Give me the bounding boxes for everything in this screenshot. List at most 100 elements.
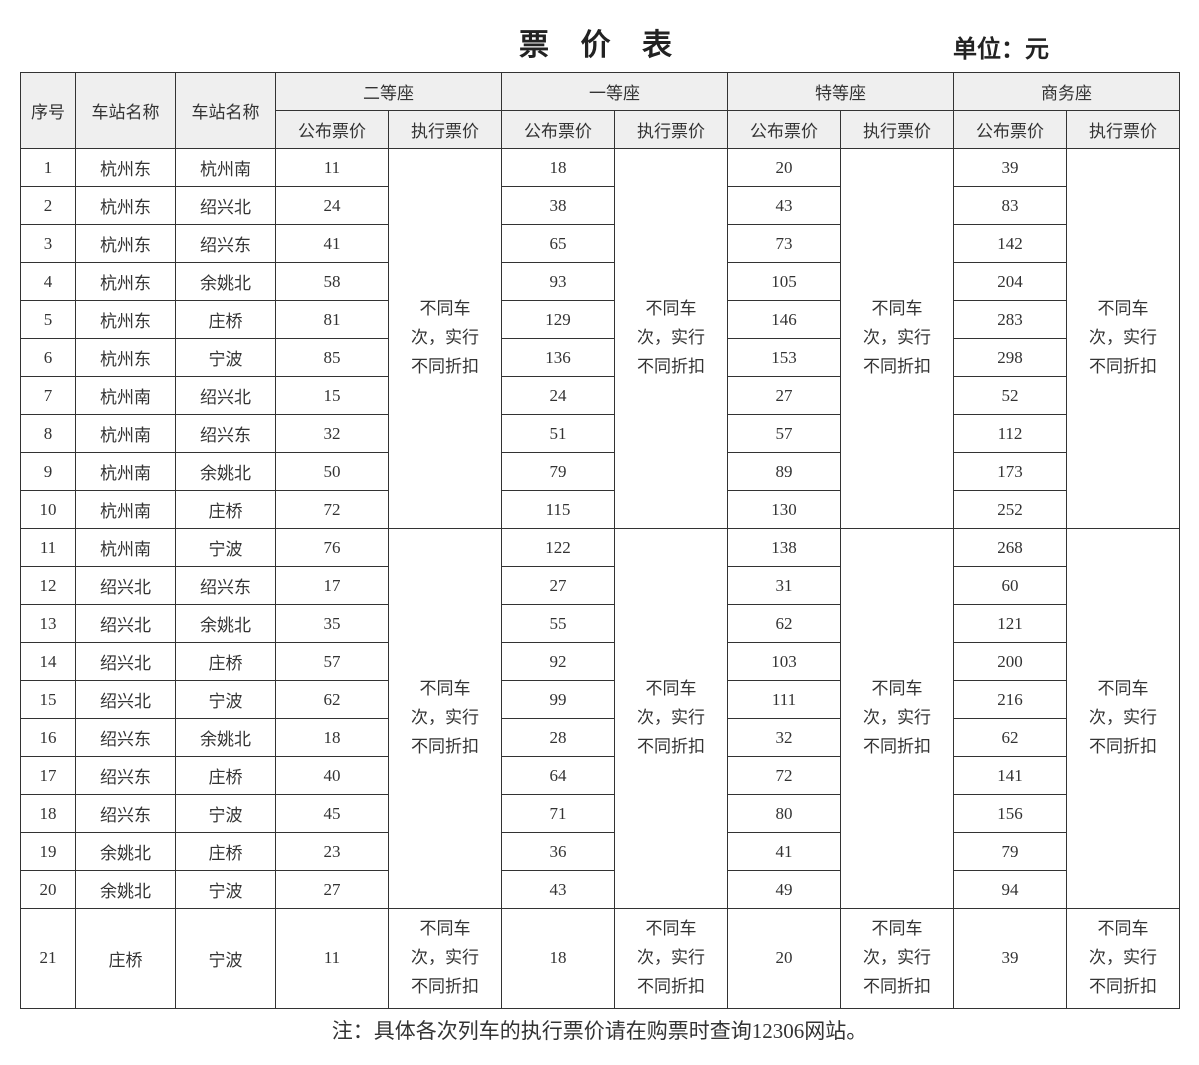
table-cell: 余姚北	[176, 263, 276, 301]
table-cell: 15	[21, 681, 76, 719]
table-cell: 99	[502, 681, 615, 719]
table-cell: 20	[21, 871, 76, 909]
table-cell: 93	[502, 263, 615, 301]
table-cell: 杭州东	[76, 149, 176, 187]
unit-label: 单位：元	[953, 29, 1179, 64]
col-eff: 执行票价	[841, 111, 954, 149]
table-cell: 141	[954, 757, 1067, 795]
table-row: 17绍兴东庄桥406472141	[21, 757, 1180, 795]
table-cell: 121	[954, 605, 1067, 643]
col-from: 车站名称	[76, 73, 176, 149]
table-cell: 绍兴北	[76, 643, 176, 681]
table-cell: 103	[728, 643, 841, 681]
table-row: 21庄桥宁波11不同车次，实行不同折扣18不同车次，实行不同折扣20不同车次，实…	[21, 909, 1180, 1009]
table-row: 10杭州南庄桥72115130252	[21, 491, 1180, 529]
fare-table: 序号 车站名称 车站名称 二等座 一等座 特等座 商务座 公布票价 执行票价 公…	[20, 72, 1180, 1009]
table-cell: 283	[954, 301, 1067, 339]
table-cell: 6	[21, 339, 76, 377]
table-cell: 4	[21, 263, 76, 301]
table-cell: 41	[728, 833, 841, 871]
table-cell: 85	[276, 339, 389, 377]
table-cell: 庄桥	[76, 909, 176, 1009]
table-cell: 宁波	[176, 795, 276, 833]
table-cell: 60	[954, 567, 1067, 605]
table-cell: 9	[21, 453, 76, 491]
table-cell: 2	[21, 187, 76, 225]
table-cell: 宁波	[176, 909, 276, 1009]
merged-discount-note: 不同车次，实行不同折扣	[1067, 149, 1180, 529]
table-cell: 27	[502, 567, 615, 605]
table-cell: 80	[728, 795, 841, 833]
table-cell: 79	[954, 833, 1067, 871]
table-cell: 35	[276, 605, 389, 643]
col-seq: 序号	[21, 73, 76, 149]
merged-discount-note: 不同车次，实行不同折扣	[841, 529, 954, 909]
table-cell: 72	[728, 757, 841, 795]
table-cell: 27	[728, 377, 841, 415]
table-cell: 绍兴北	[76, 567, 176, 605]
table-cell: 宁波	[176, 681, 276, 719]
table-row: 5杭州东庄桥81129146283	[21, 301, 1180, 339]
table-cell: 200	[954, 643, 1067, 681]
table-cell: 40	[276, 757, 389, 795]
table-cell: 57	[276, 643, 389, 681]
table-cell: 138	[728, 529, 841, 567]
table-cell: 杭州南	[176, 149, 276, 187]
fare-table-container: 票 价 表 单位：元 序号 车站名称 车站名称 二等座 一等座 特等座 商务座 …	[20, 20, 1179, 1045]
table-cell: 18	[502, 909, 615, 1009]
merged-discount-note: 不同车次，实行不同折扣	[841, 909, 954, 1009]
table-cell: 19	[21, 833, 76, 871]
table-cell: 49	[728, 871, 841, 909]
table-head: 序号 车站名称 车站名称 二等座 一等座 特等座 商务座 公布票价 执行票价 公…	[21, 73, 1180, 149]
table-cell: 宁波	[176, 871, 276, 909]
table-cell: 31	[728, 567, 841, 605]
table-cell: 绍兴北	[176, 377, 276, 415]
table-cell: 杭州南	[76, 453, 176, 491]
table-cell: 17	[276, 567, 389, 605]
table-cell: 39	[954, 909, 1067, 1009]
table-cell: 72	[276, 491, 389, 529]
table-row: 3杭州东绍兴东416573142	[21, 225, 1180, 263]
table-cell: 43	[502, 871, 615, 909]
table-cell: 5	[21, 301, 76, 339]
col-pub: 公布票价	[954, 111, 1067, 149]
footnote: 注：具体各次列车的执行票价请在购票时查询12306网站。	[20, 1015, 1179, 1045]
table-cell: 绍兴东	[76, 719, 176, 757]
table-row: 4杭州东余姚北5893105204	[21, 263, 1180, 301]
table-cell: 绍兴东	[76, 757, 176, 795]
table-cell: 14	[21, 643, 76, 681]
table-cell: 宁波	[176, 529, 276, 567]
merged-discount-note: 不同车次，实行不同折扣	[615, 149, 728, 529]
table-cell: 8	[21, 415, 76, 453]
col-seat-2nd: 二等座	[276, 73, 502, 111]
merged-discount-note: 不同车次，实行不同折扣	[389, 529, 502, 909]
table-cell: 32	[728, 719, 841, 757]
table-cell: 62	[728, 605, 841, 643]
col-pub: 公布票价	[276, 111, 389, 149]
table-cell: 绍兴东	[76, 795, 176, 833]
table-cell: 146	[728, 301, 841, 339]
table-cell: 129	[502, 301, 615, 339]
table-row: 16绍兴东余姚北18283262	[21, 719, 1180, 757]
table-cell: 21	[21, 909, 76, 1009]
table-cell: 92	[502, 643, 615, 681]
table-cell: 38	[502, 187, 615, 225]
table-cell: 7	[21, 377, 76, 415]
table-cell: 112	[954, 415, 1067, 453]
merged-discount-note: 不同车次，实行不同折扣	[841, 149, 954, 529]
table-cell: 204	[954, 263, 1067, 301]
table-row: 1杭州东杭州南11不同车次，实行不同折扣18不同车次，实行不同折扣20不同车次，…	[21, 149, 1180, 187]
table-cell: 10	[21, 491, 76, 529]
table-cell: 余姚北	[176, 453, 276, 491]
col-eff: 执行票价	[389, 111, 502, 149]
table-cell: 绍兴北	[76, 605, 176, 643]
table-row: 13绍兴北余姚北355562121	[21, 605, 1180, 643]
table-cell: 绍兴东	[176, 225, 276, 263]
table-cell: 杭州东	[76, 225, 176, 263]
table-cell: 余姚北	[76, 833, 176, 871]
table-cell: 130	[728, 491, 841, 529]
table-cell: 杭州南	[76, 529, 176, 567]
table-cell: 16	[21, 719, 76, 757]
table-cell: 252	[954, 491, 1067, 529]
table-cell: 115	[502, 491, 615, 529]
